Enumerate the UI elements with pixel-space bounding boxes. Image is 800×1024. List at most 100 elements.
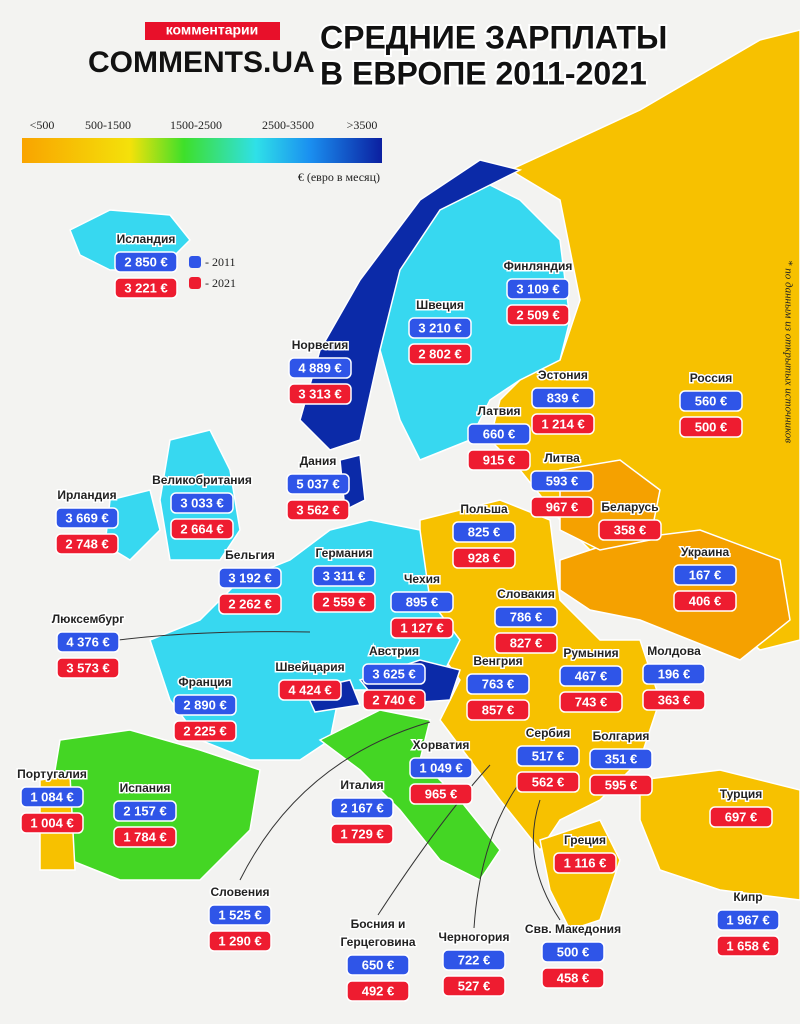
- key-swatch: [189, 256, 201, 268]
- value-label: 358 €: [614, 522, 647, 537]
- value-box: [709, 806, 773, 828]
- value-box: [346, 954, 410, 976]
- value-box: [20, 812, 84, 834]
- value-label: 458 €: [557, 970, 590, 985]
- value-box: [409, 783, 473, 805]
- logo-tag-bg: [145, 22, 280, 40]
- leader-line: [473, 784, 519, 929]
- country-name: Италия: [340, 778, 383, 792]
- value-label: 3 192 €: [228, 570, 271, 585]
- value-label: 406 €: [689, 593, 722, 608]
- country-name: Германия: [315, 546, 372, 560]
- value-box: [531, 413, 595, 435]
- value-label: 3 313 €: [298, 386, 341, 401]
- country-name: Турция: [720, 787, 762, 801]
- value-box: [541, 941, 605, 963]
- value-box: [286, 499, 350, 521]
- country-name: Сербия: [526, 726, 570, 740]
- value-label: 4 376 €: [66, 634, 109, 649]
- logo: COMMENTS.UA: [88, 46, 315, 79]
- value-label: 3 109 €: [516, 281, 559, 296]
- value-label: 167 €: [689, 567, 722, 582]
- value-label: 825 €: [468, 524, 501, 539]
- value-box: [20, 786, 84, 808]
- value-label: 3 625 €: [372, 666, 415, 681]
- value-label: 2 262 €: [228, 596, 271, 611]
- legend-range: <500: [30, 118, 55, 132]
- value-box: [553, 852, 617, 874]
- country-name: Франция: [178, 675, 231, 689]
- value-label: 467 €: [575, 668, 608, 683]
- value-label: 4 424 €: [288, 682, 331, 697]
- value-box: [113, 826, 177, 848]
- country-name: Молдова: [647, 644, 701, 658]
- value-box: [642, 663, 706, 685]
- value-label: 827 €: [510, 635, 543, 650]
- region-greece: [539, 819, 621, 931]
- value-box: [408, 317, 472, 339]
- key-label: - 2011: [205, 255, 236, 269]
- value-box: [506, 304, 570, 326]
- value-label: 593 €: [546, 473, 579, 488]
- value-box: [218, 567, 282, 589]
- value-box: [218, 593, 282, 615]
- value-box: [330, 797, 394, 819]
- value-box: [173, 720, 237, 742]
- country-name: Португалия: [17, 767, 87, 781]
- value-label: 2 664 €: [180, 521, 223, 536]
- logo-tag: комментарии: [166, 22, 259, 38]
- value-box: [208, 904, 272, 926]
- value-box: [170, 492, 234, 514]
- value-label: 2 802 €: [418, 346, 461, 361]
- value-label: 492 €: [362, 983, 395, 998]
- value-box: [330, 823, 394, 845]
- value-label: 2 225 €: [183, 723, 226, 738]
- value-label: 3 221 €: [124, 280, 167, 295]
- country-name: Кипр: [733, 890, 762, 904]
- value-label: 1 116 €: [564, 855, 607, 870]
- value-label: 351 €: [605, 751, 638, 766]
- legend-range: 500-1500: [85, 118, 131, 132]
- country-name: Герцеговина: [340, 935, 415, 949]
- value-label: 2 559 €: [322, 594, 365, 609]
- value-label: 1 127 €: [400, 620, 443, 635]
- value-label: 1 967 €: [726, 912, 769, 927]
- value-box: [55, 533, 119, 555]
- value-box: [530, 496, 594, 518]
- value-label: 895 €: [406, 594, 439, 609]
- country-name: Черногория: [439, 930, 510, 944]
- value-label: 3 562 €: [296, 502, 339, 517]
- value-box: [346, 980, 410, 1002]
- value-label: 1 084 €: [30, 789, 73, 804]
- value-box: [541, 967, 605, 989]
- value-label: 500 €: [695, 419, 728, 434]
- value-label: 2 509 €: [516, 307, 559, 322]
- country-name: Исландия: [117, 232, 176, 246]
- value-box: [531, 387, 595, 409]
- legend-unit: € (евро в месяц): [298, 170, 380, 184]
- country-name: Болгария: [593, 729, 650, 743]
- value-label: 2 167 €: [340, 800, 383, 815]
- country-name: Босния и: [351, 917, 406, 931]
- value-box: [530, 470, 594, 492]
- country-name: Свв. Македония: [525, 922, 621, 936]
- region-norway: [299, 159, 523, 451]
- value-label: 3 033 €: [180, 495, 223, 510]
- value-box: [679, 416, 743, 438]
- value-box: [362, 689, 426, 711]
- value-label: 2 850 €: [124, 254, 167, 269]
- value-label: 4 889 €: [298, 360, 341, 375]
- value-box: [716, 909, 780, 931]
- region-turkey: [639, 769, 800, 901]
- value-box: [56, 631, 120, 653]
- value-box: [516, 745, 580, 767]
- value-box: [288, 357, 352, 379]
- value-box: [467, 423, 531, 445]
- value-label: 3 573 €: [66, 660, 109, 675]
- country-name: Хорватия: [413, 738, 470, 752]
- country-name: Швейцария: [275, 660, 344, 674]
- value-box: [409, 757, 473, 779]
- value-label: 2 890 €: [183, 697, 226, 712]
- value-label: 517 €: [532, 748, 565, 763]
- value-label: 2 748 €: [65, 536, 108, 551]
